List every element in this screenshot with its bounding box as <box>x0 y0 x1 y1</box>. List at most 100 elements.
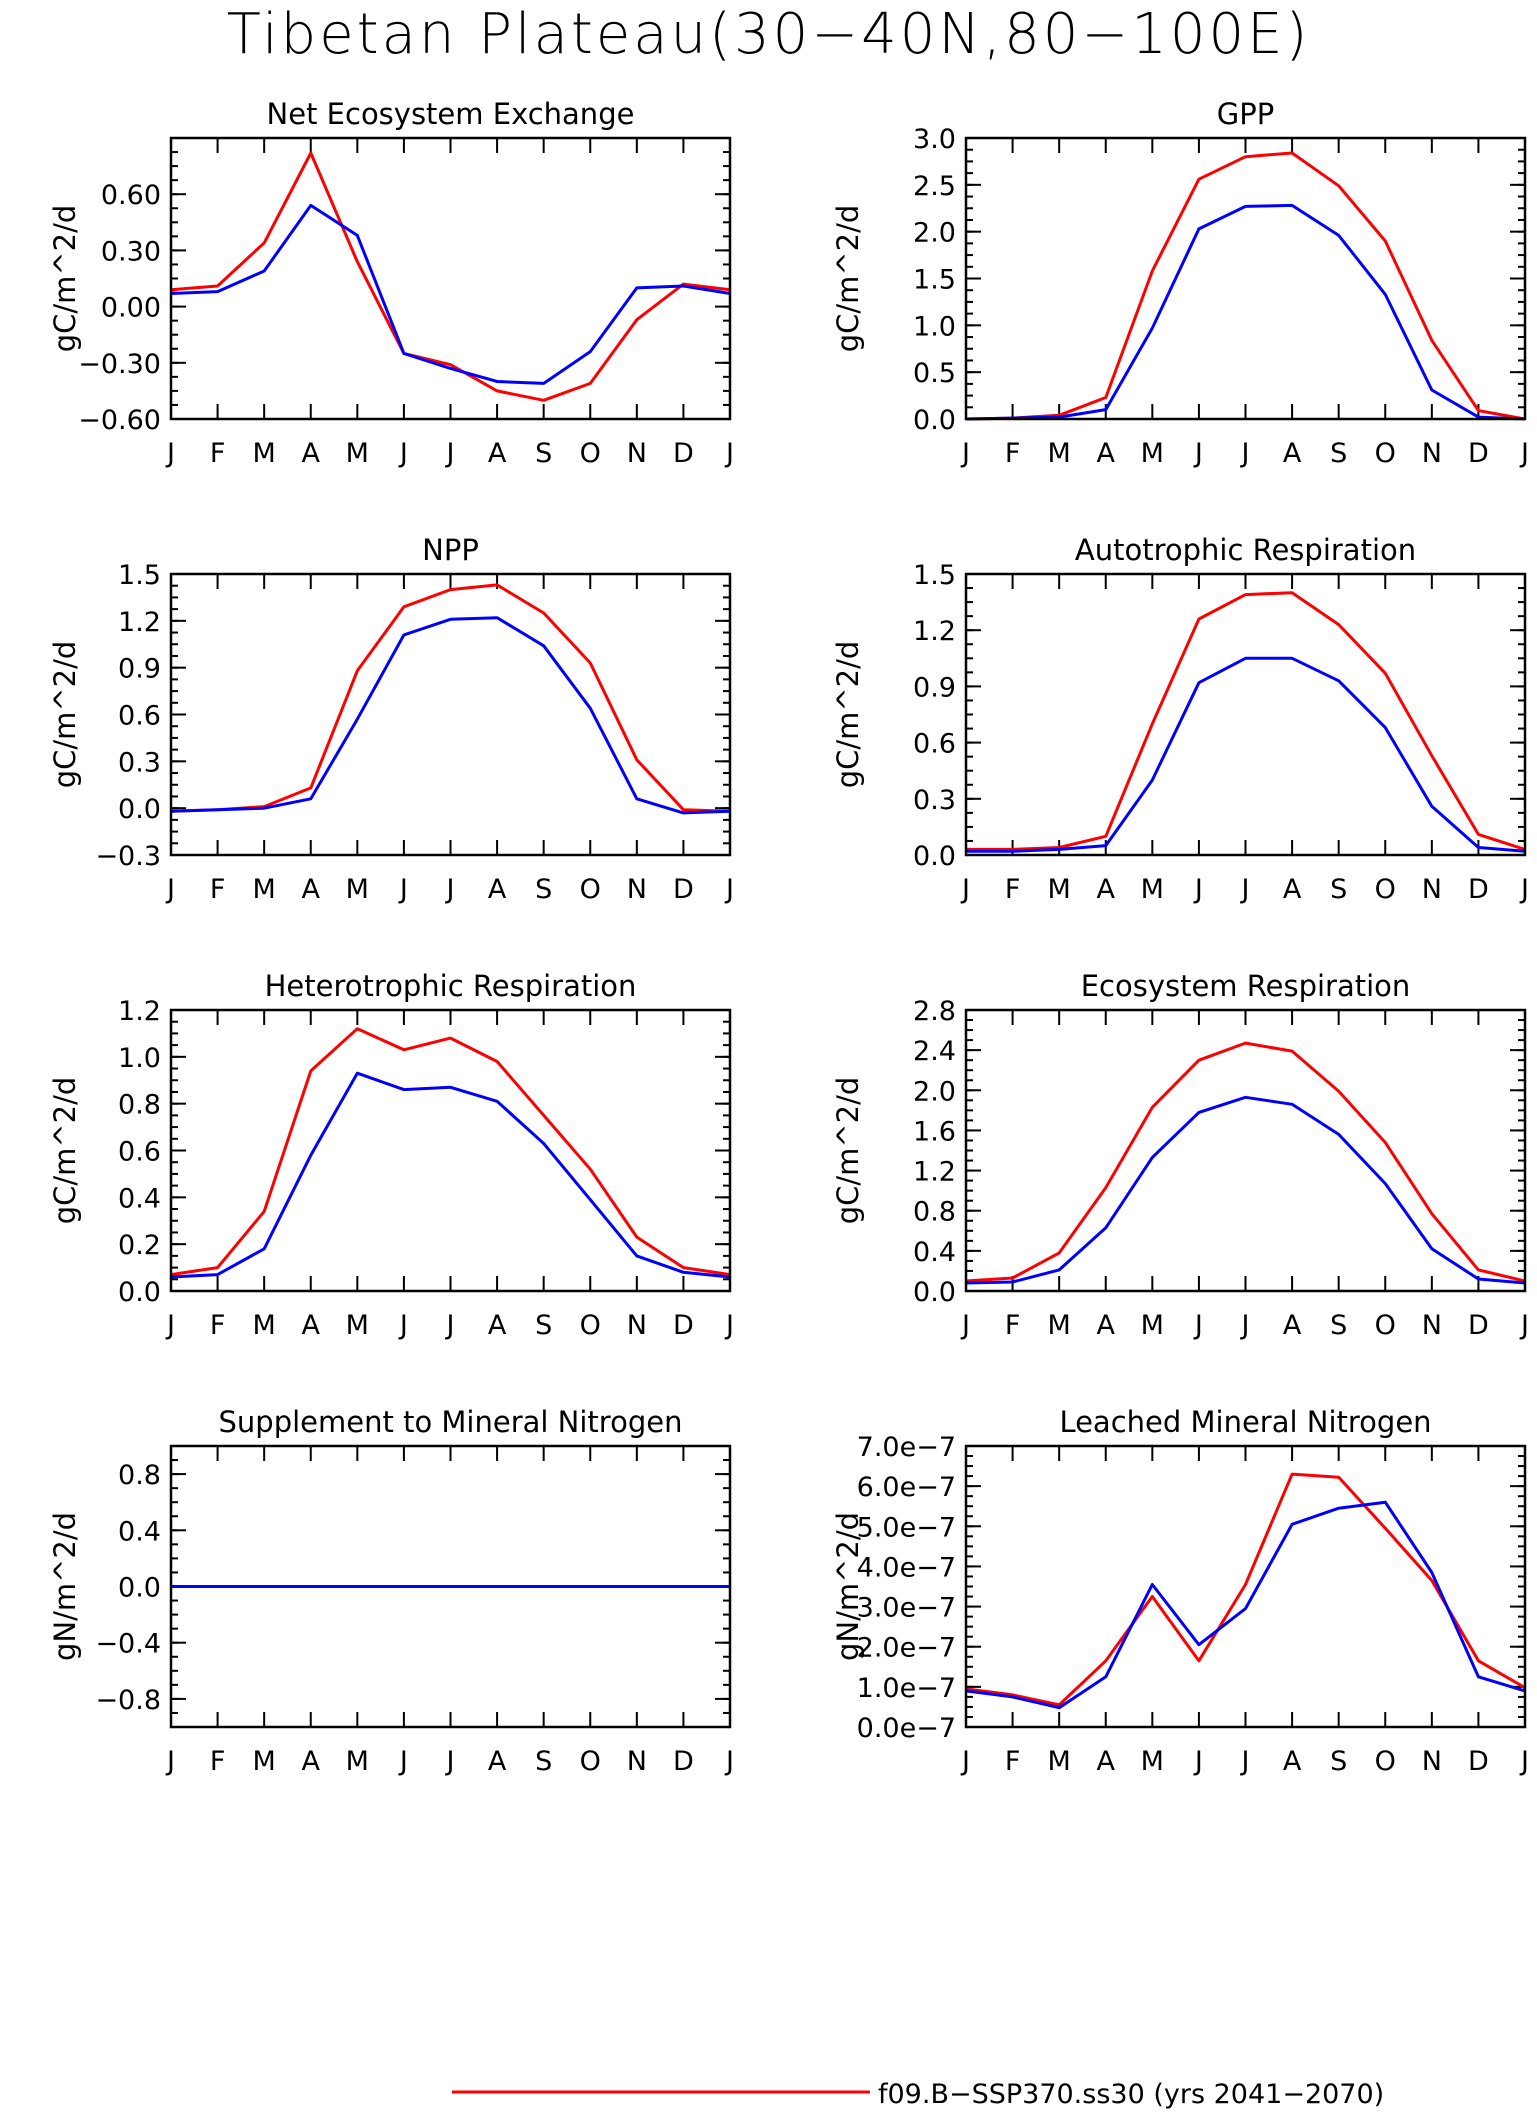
x-tick-label: M <box>1141 1310 1164 1341</box>
x-tick-label: A <box>302 874 321 905</box>
x-tick-label: J <box>960 1310 970 1341</box>
y-axis-label: gC/m^2/d <box>831 205 865 353</box>
y-tick-label: 0.3 <box>118 747 161 778</box>
y-tick-label: 0.0e−7 <box>857 1713 956 1744</box>
legend-label-red: f09.B−SSP370.ss30 (yrs 2041−2070) <box>878 2079 1384 2110</box>
x-tick-label: M <box>346 438 369 469</box>
panel-title: NPP <box>422 533 479 567</box>
x-tick-label: J <box>724 1746 734 1777</box>
x-tick-label: A <box>1097 1746 1116 1777</box>
panels-group: Net Ecosystem ExchangegC/m^2/d−0.60−0.30… <box>48 97 1529 1777</box>
x-tick-label: S <box>535 1310 552 1341</box>
x-tick-label: J <box>1240 1746 1250 1777</box>
x-tick-label: J <box>165 1310 175 1341</box>
y-tick-label: 0.0 <box>913 1277 956 1308</box>
x-tick-label: J <box>1519 1310 1529 1341</box>
x-tick-label: N <box>1422 874 1442 905</box>
x-tick-label: M <box>1141 438 1164 469</box>
x-tick-label: O <box>580 1310 601 1341</box>
x-tick-label: J <box>1519 874 1529 905</box>
panel-title: Autotrophic Respiration <box>1075 533 1416 567</box>
x-tick-label: J <box>445 1310 455 1341</box>
y-tick-label: 0.6 <box>913 729 956 760</box>
x-tick-label: D <box>1468 1746 1489 1777</box>
y-axis-label: gC/m^2/d <box>831 1077 865 1225</box>
x-tick-label: O <box>1375 438 1396 469</box>
x-tick-label: A <box>488 1746 507 1777</box>
y-axis-label: gC/m^2/d <box>48 641 82 789</box>
plot-frame <box>169 1444 732 1729</box>
y-tick-label: 1.2 <box>118 607 161 638</box>
y-tick-label: 3.0e−7 <box>857 1593 956 1624</box>
x-tick-label: J <box>165 874 175 905</box>
plot-frame <box>964 1444 1527 1729</box>
x-tick-label: J <box>165 438 175 469</box>
x-tick-label: J <box>398 1746 408 1777</box>
x-tick-label: D <box>673 1310 694 1341</box>
x-tick-label: J <box>724 438 734 469</box>
series-line-blue <box>965 1095 1526 1285</box>
x-tick-label: J <box>1193 1746 1203 1777</box>
x-tick-label: M <box>253 1746 276 1777</box>
y-tick-label: 0.9 <box>118 654 161 685</box>
x-tick-label: S <box>1330 438 1347 469</box>
y-tick-label: 0.30 <box>101 236 161 267</box>
series-line-blue <box>966 656 1526 853</box>
y-tick-label: −0.8 <box>95 1685 161 1716</box>
x-tick-label: A <box>1283 438 1302 469</box>
plot-frame <box>964 572 1527 857</box>
y-tick-label: −0.4 <box>95 1629 161 1660</box>
y-tick-label: 2.0 <box>913 1076 956 1107</box>
x-tick-label: F <box>1005 438 1021 469</box>
y-tick-label: 1.0 <box>118 1043 161 1074</box>
x-tick-label: M <box>346 874 369 905</box>
y-tick-label: 0.0 <box>913 841 956 872</box>
x-tick-label: A <box>302 1310 321 1341</box>
x-tick-label: S <box>535 438 552 469</box>
x-tick-label: M <box>1048 1310 1071 1341</box>
x-tick-label: A <box>1283 1746 1302 1777</box>
x-tick-label: F <box>1005 1310 1021 1341</box>
x-tick-label: O <box>1375 1310 1396 1341</box>
x-tick-label: F <box>210 1310 226 1341</box>
plot-frame <box>169 136 732 421</box>
y-tick-label: 0.8 <box>118 1460 161 1491</box>
x-tick-label: D <box>1468 438 1489 469</box>
y-tick-label: −0.30 <box>78 349 161 380</box>
y-tick-label: 1.2 <box>913 1157 956 1188</box>
y-tick-label: 1.5 <box>118 560 161 591</box>
y-tick-label: 0.8 <box>118 1090 161 1121</box>
y-tick-label: 0.8 <box>913 1197 956 1228</box>
y-tick-label: 1.2 <box>118 996 161 1027</box>
y-tick-label: −0.3 <box>95 841 161 872</box>
series-line-blue <box>170 1071 731 1279</box>
x-tick-label: M <box>253 874 276 905</box>
x-tick-label: J <box>398 874 408 905</box>
x-tick-label: J <box>445 438 455 469</box>
x-tick-label: J <box>1519 438 1529 469</box>
x-tick-label: D <box>1468 1310 1489 1341</box>
y-axis-label: gC/m^2/d <box>48 1077 82 1225</box>
panel-supplement-to-mineral-nitrogen: Supplement to Mineral Nitrogen gN/m^2/d −0… <box>48 1405 734 1777</box>
x-tick-label: M <box>253 438 276 469</box>
series-line-red <box>170 1027 731 1277</box>
x-tick-label: J <box>960 1746 970 1777</box>
x-tick-label: N <box>1422 1310 1442 1341</box>
series-line-red <box>170 583 731 813</box>
y-tick-label: 0.60 <box>101 180 161 211</box>
x-tick-label: F <box>1005 874 1021 905</box>
y-tick-label: 1.0 <box>913 311 956 342</box>
x-tick-label: F <box>210 1746 226 1777</box>
y-tick-label: 2.0e−7 <box>857 1633 956 1664</box>
x-tick-label: M <box>253 1310 276 1341</box>
x-tick-label: M <box>346 1310 369 1341</box>
x-tick-label: A <box>488 874 507 905</box>
panel-net-ecosystem-exchange: Net Ecosystem Exchange gC/m^2/d −0.60 −0.30… <box>48 97 734 469</box>
x-tick-label: A <box>302 1746 321 1777</box>
y-tick-label: 1.5 <box>913 265 956 296</box>
x-tick-label: N <box>627 1310 647 1341</box>
y-tick-label: 1.5 <box>913 560 956 591</box>
